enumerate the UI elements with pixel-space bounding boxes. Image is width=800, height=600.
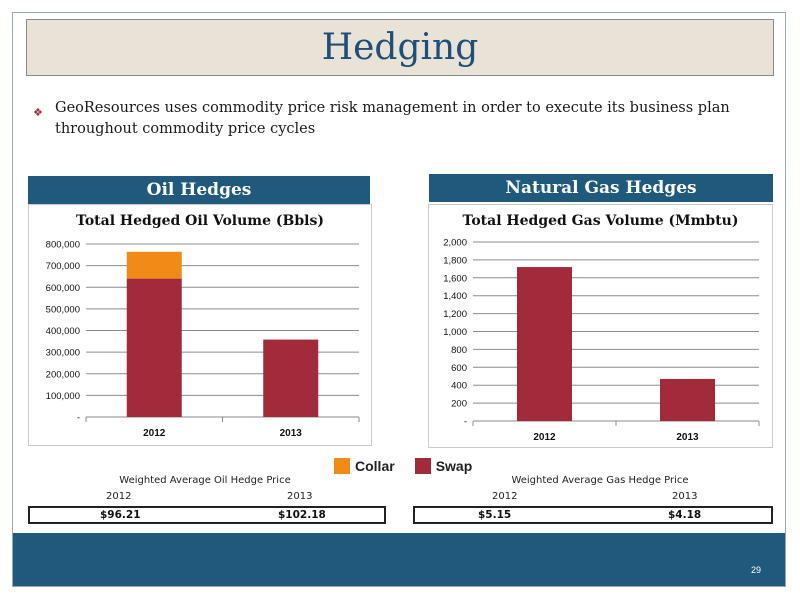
bullet-point: ❖ GeoResources uses commodity price risk… [33,98,773,140]
oil-ytick-label: - [77,413,80,424]
oil-xtick-label: 2013 [280,428,303,439]
oil-ytick-label: 600,000 [46,283,80,294]
legend-item-collar: Collar [334,458,395,474]
gas-ytick-label: 1,400 [443,291,467,302]
oil-price-box: $96.21 $102.18 [28,506,386,524]
oil-ytick-label: 800,000 [46,240,80,251]
slide-frame [12,12,786,587]
oil-ytick-label: 400,000 [46,326,80,337]
oil-volume-chart: - 100,000 200,000 300,000 400,000 500,000 600,… [46,240,360,439]
gas-ytick-label: 2,000 [443,238,467,249]
gas-panel-title: Natural Gas Hedges [505,178,697,198]
diamond-bullet-icon: ❖ [33,106,43,119]
gas-ytick-label: 1,800 [443,255,467,266]
gas-ytick-label: 1,000 [443,327,467,338]
oil-ytick-label: 500,000 [46,304,80,315]
gas-price-box: $5.15 $4.18 [413,506,773,524]
legend-swatch-collar [334,458,350,474]
oil-ytick-label: 200,000 [46,369,80,380]
bullet-text: GeoResources uses commodity price risk m… [55,100,730,137]
legend-swatch-swap [414,458,431,474]
oil-ytick-label: 100,000 [46,391,80,402]
oil-bar-collar-2012 [126,251,182,279]
gas-chart-box: Total Hedged Gas Volume (Mmbtu) - 200 400 6… [428,204,773,448]
oil-year-2012: 2012 [106,491,132,502]
oil-price-title: Weighted Average Oil Hedge Price [119,475,291,486]
gas-year-2013: 2013 [672,491,698,502]
legend-label-collar: Collar [355,458,395,474]
oil-price-2012: $96.21 [100,509,141,521]
page-title: Hedging [321,27,479,68]
oil-bar-swap-2013 [263,339,319,417]
chart-legend: Collar Swap [334,458,492,474]
gas-ytick-label: 400 [451,381,467,392]
gas-ytick-label: - [464,417,467,428]
gas-year-2012: 2012 [492,491,518,502]
oil-panel-title: Oil Hedges [146,180,252,200]
oil-year-2013: 2013 [287,491,313,502]
gas-chart-title: Total Hedged Gas Volume (Mmbtu) [462,213,739,229]
gas-price-title: Weighted Average Gas Hedge Price [511,475,689,486]
oil-price-2013: $102.18 [278,509,326,521]
gas-panel-header: Natural Gas Hedges [429,174,773,202]
gas-xtick-label: 2012 [533,432,556,443]
gas-ytick-label: 600 [451,363,467,374]
gas-bar-swap-2013 [660,378,715,421]
legend-label-swap: Swap [435,458,473,474]
legend-item-swap: Swap [414,458,473,474]
gas-ytick-label: 200 [451,399,467,410]
oil-panel-header: Oil Hedges [28,176,370,204]
oil-chart-title: Total Hedged Oil Volume (Bbls) [76,213,324,229]
footer-bar: 29 [13,533,785,586]
oil-ytick-label: 700,000 [46,261,80,272]
gas-price-2012: $5.15 [478,509,512,521]
oil-chart-box: Total Hedged Oil Volume (Bbls) - 100,000 2… [28,204,372,446]
gas-xtick-label: 2013 [676,432,699,443]
gas-ytick-label: 1,200 [443,309,467,320]
oil-ytick-label: 300,000 [46,348,80,359]
title-banner: Hedging [26,19,774,76]
oil-bar-swap-2012 [126,278,182,417]
gas-ytick-label: 800 [451,345,467,356]
gas-volume-chart: - 200 400 600 800 1,000 1,200 1,400 1,600 1,800 2,… [443,238,760,443]
gas-bar-swap-2012 [517,267,572,421]
gas-price-2013: $4.18 [668,509,702,521]
page-number: 29 [750,565,761,575]
oil-xtick-label: 2012 [143,428,166,439]
gas-ytick-label: 1,600 [443,273,467,284]
